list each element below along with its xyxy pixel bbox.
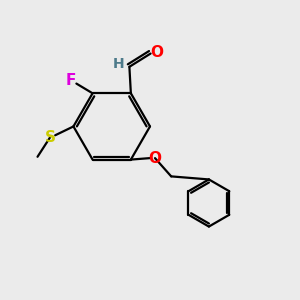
Text: O: O (148, 151, 161, 166)
Text: H: H (112, 57, 124, 71)
Text: O: O (151, 45, 164, 60)
Text: S: S (44, 130, 56, 145)
Text: F: F (65, 73, 76, 88)
